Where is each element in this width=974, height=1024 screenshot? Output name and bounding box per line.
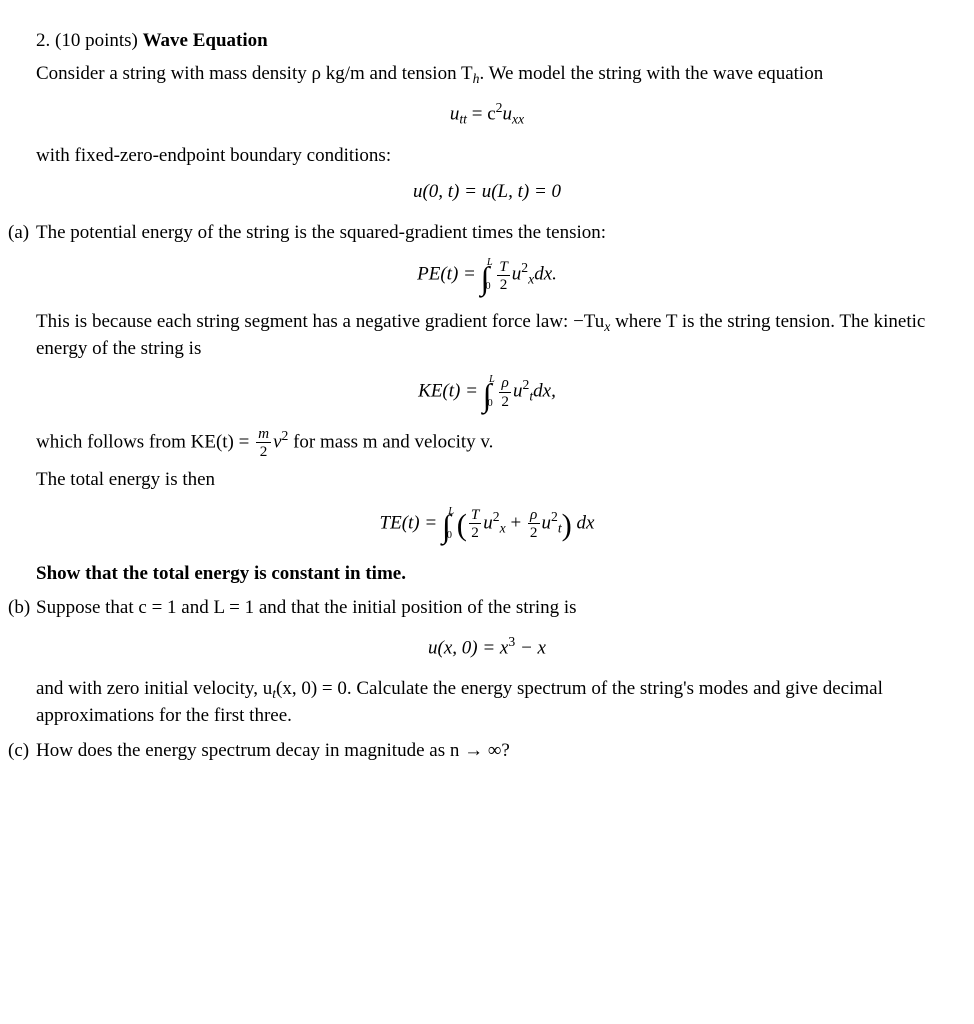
wave-sub-xx: xx xyxy=(512,111,524,126)
ke-label: KE(t) = xyxy=(418,381,483,402)
intro-text-1: Consider a string with mass density ρ kg… xyxy=(36,63,473,84)
te-int-bot: 0 xyxy=(447,530,452,541)
pa-t2a: This is because each string segment has … xyxy=(36,311,604,332)
te-int-top: L xyxy=(448,506,454,517)
wave-rhs: u xyxy=(502,103,512,124)
pe-int-top: L xyxy=(487,257,493,268)
pe-num: T xyxy=(497,259,509,276)
part-a: (a)The potential energy of the string is… xyxy=(36,220,938,247)
bc-text: with fixed-zero-endpoint boundary condit… xyxy=(36,143,938,170)
ic-tail: − x xyxy=(515,637,546,658)
wave-lhs: u xyxy=(450,103,460,124)
pe-dx: dx. xyxy=(534,264,557,285)
problem-title: Wave Equation xyxy=(143,30,268,51)
mv2-num: m xyxy=(256,426,271,443)
ke-num: ρ xyxy=(499,375,511,392)
lparen-icon: ( xyxy=(457,508,467,542)
part-b: (b)Suppose that c = 1 and L = 1 and that… xyxy=(36,595,938,622)
te-label: TE(t) = xyxy=(380,512,442,533)
ke-den: 2 xyxy=(499,393,511,409)
pa-t3a: which follows from KE(t) = xyxy=(36,431,254,452)
te1-sup: 2 xyxy=(493,509,500,524)
wave-eq-sign: = c xyxy=(467,103,496,124)
mv2-den: 2 xyxy=(256,443,271,459)
ke-body: u xyxy=(513,381,523,402)
mv2-fraction: m2 xyxy=(256,426,271,459)
intro-paragraph: Consider a string with mass density ρ kg… xyxy=(36,61,938,88)
wave-equation: utt = c2uxx xyxy=(36,98,938,129)
rparen-icon: ) xyxy=(562,508,572,542)
te1-num: T xyxy=(469,507,481,524)
te-frac1: T2 xyxy=(469,507,481,540)
pe-int-bot: 0 xyxy=(485,281,490,292)
te2-sup: 2 xyxy=(551,509,558,524)
part-c-text: How does the energy spectrum decay in ma… xyxy=(36,740,510,761)
ke-fraction: ρ2 xyxy=(499,375,511,408)
te-plus: + xyxy=(506,512,526,533)
ic-lhs: u(x, 0) = x xyxy=(428,637,508,658)
pe-equation: PE(t) = ∫L0 T2u2xdx. xyxy=(36,256,938,295)
problem-points: (10 points) xyxy=(55,30,138,51)
pa-t3b: v xyxy=(273,431,281,452)
part-b-text1: Suppose that c = 1 and L = 1 and that th… xyxy=(36,597,577,618)
pe-fraction: T2 xyxy=(497,259,509,292)
problem-number: 2. xyxy=(36,30,50,51)
bc-eq-body: u(0, t) = u(L, t) = 0 xyxy=(413,181,561,202)
part-c-label: (c) xyxy=(8,738,36,765)
te2-den: 2 xyxy=(528,524,540,540)
pe-den: 2 xyxy=(497,276,509,292)
te2-body: u xyxy=(542,512,552,533)
part-b-label: (b) xyxy=(8,595,36,622)
intro-text-tail: . We model the string with the wave equa… xyxy=(479,63,823,84)
part-a-text4: The total energy is then xyxy=(36,467,938,494)
part-a-task: Show that the total energy is constant i… xyxy=(36,561,938,588)
part-a-text1: The potential energy of the string is th… xyxy=(36,222,606,243)
te2-num: ρ xyxy=(528,507,540,524)
bc-equation: u(0, t) = u(L, t) = 0 xyxy=(36,179,938,206)
te-equation: TE(t) = ∫L0 (T2u2x + ρ2u2t) dx xyxy=(36,504,938,547)
pe-body: u xyxy=(512,264,522,285)
ke-dx: dx, xyxy=(533,381,556,402)
te-dx: dx xyxy=(572,512,595,533)
ke-equation: KE(t) = ∫L0 ρ2u2tdx, xyxy=(36,373,938,412)
part-c: (c)How does the energy spectrum decay in… xyxy=(36,738,938,765)
ic-equation: u(x, 0) = x3 − x xyxy=(36,632,938,662)
te-frac2: ρ2 xyxy=(528,507,540,540)
ke-int-top: L xyxy=(489,374,495,385)
te1-body: u xyxy=(483,512,493,533)
te1-den: 2 xyxy=(469,524,481,540)
problem-header: 2. (10 points) Wave Equation xyxy=(36,28,938,55)
ke-int-bot: 0 xyxy=(487,398,492,409)
part-a-text3: which follows from KE(t) = m2v2 for mass… xyxy=(36,426,938,460)
part-a-label: (a) xyxy=(8,220,36,247)
part-b-text2: and with zero initial velocity, ut(x, 0)… xyxy=(36,676,938,730)
wave-sub-tt: tt xyxy=(459,111,467,126)
pb-t2a: and with zero initial velocity, u xyxy=(36,678,272,699)
part-a-text2: This is because each string segment has … xyxy=(36,309,938,363)
pa-t3c: for mass m and velocity v. xyxy=(288,431,493,452)
pe-label: PE(t) = xyxy=(417,264,480,285)
